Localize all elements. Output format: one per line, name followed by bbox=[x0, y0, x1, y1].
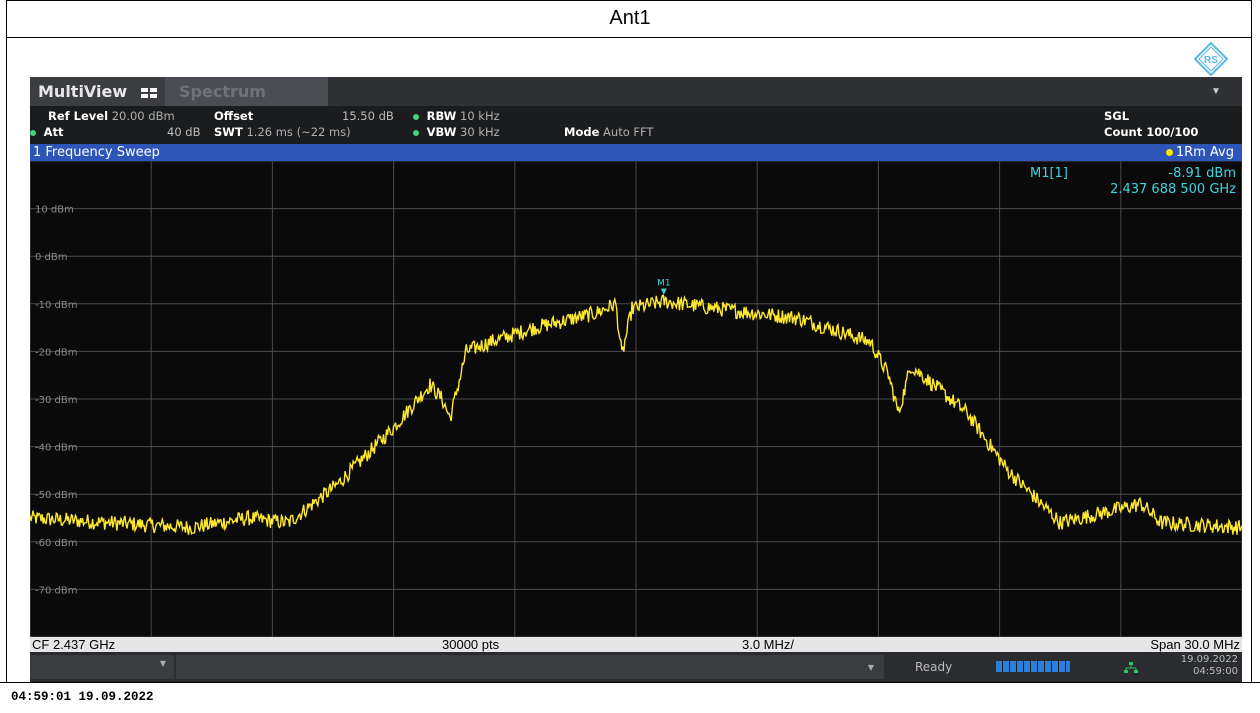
offset-value: 15.50 dB bbox=[342, 109, 394, 123]
frequency-span: Span 30.0 MHz bbox=[1150, 637, 1240, 652]
frequency-per-division: 3.0 MHz/ bbox=[742, 637, 795, 652]
spectrum-analyzer-screen: MultiView Spectrum ▼ Ref Level 20.00 dBm… bbox=[30, 77, 1242, 682]
vbw-label: VBW bbox=[426, 125, 457, 139]
page-header-frame bbox=[6, 0, 1252, 38]
y-tick-label: -70 dBm bbox=[35, 585, 77, 596]
mode-value: Auto FFT bbox=[603, 125, 654, 139]
status-ready: Ready bbox=[915, 660, 953, 674]
vbw-setting[interactable]: VBW 30 kHz bbox=[413, 125, 500, 139]
page-frame-bottom bbox=[0, 682, 1260, 683]
y-tick-label: 10 dBm bbox=[35, 205, 74, 216]
y-tick-label: -10 dBm bbox=[35, 300, 77, 311]
svg-text:RS: RS bbox=[1204, 55, 1218, 66]
dropdown-menu-button[interactable]: ▼ bbox=[1190, 77, 1242, 106]
y-tick-label: -20 dBm bbox=[35, 347, 77, 358]
marker-m1-label: M1 bbox=[657, 279, 671, 289]
trace-1-line bbox=[30, 294, 1242, 535]
status-dropdown-left[interactable]: ▼ bbox=[30, 655, 174, 679]
page-title: Ant1 bbox=[609, 7, 651, 29]
rohde-schwarz-logo-icon: RS bbox=[1194, 42, 1228, 76]
vbw-status-dot-icon bbox=[413, 129, 419, 136]
progress-bar bbox=[996, 661, 1070, 672]
center-frequency: CF 2.437 GHz bbox=[32, 637, 116, 652]
window-title-bar: 1 Frequency Sweep 1Rm Avg bbox=[30, 144, 1242, 161]
marker-m1-icon[interactable] bbox=[660, 288, 667, 295]
ref-level-label: Ref Level bbox=[48, 109, 109, 123]
tab-spectrum[interactable]: Spectrum bbox=[165, 77, 328, 106]
y-tick-label: -30 dBm bbox=[35, 395, 77, 406]
rbw-setting[interactable]: RBW 10 kHz bbox=[413, 109, 500, 123]
window-title: 1 Frequency Sweep bbox=[33, 145, 160, 160]
swt-setting[interactable]: SWT 1.26 ms (~22 ms) bbox=[214, 125, 351, 139]
y-tick-label: -50 dBm bbox=[35, 490, 77, 501]
trace-badge[interactable]: 1Rm Avg bbox=[1165, 144, 1234, 161]
page-timestamp: 04:59:01 19.09.2022 bbox=[11, 690, 154, 704]
offset-label: Offset bbox=[214, 109, 254, 123]
y-tick-label: -60 dBm bbox=[35, 538, 77, 549]
trace-mode-label: 1Rm Avg bbox=[1175, 145, 1234, 160]
marker-readout-label: M1[1] bbox=[1030, 166, 1068, 181]
att-setting[interactable]: Att bbox=[30, 125, 64, 139]
chevron-down-icon: ▼ bbox=[867, 663, 874, 672]
mode-label: Mode bbox=[564, 125, 600, 139]
marker-readout-level: -8.91 dBm bbox=[1168, 166, 1236, 181]
y-tick-label: 0 dBm bbox=[35, 252, 68, 263]
ref-level-setting[interactable]: Ref Level 20.00 dBm bbox=[48, 109, 175, 123]
sweep-mode-sgl: SGL bbox=[1104, 109, 1130, 123]
spectrum-plot[interactable]: 10 dBm 0 dBm -10 dBm -20 dBm -30 dBm -40 dBm -… bbox=[30, 161, 1242, 637]
rbw-label: RBW bbox=[426, 109, 457, 123]
att-status-dot-icon bbox=[30, 129, 36, 136]
trace-color-dot-icon bbox=[1165, 149, 1173, 156]
tab-multiview[interactable]: MultiView bbox=[30, 77, 165, 106]
tab-multiview-label: MultiView bbox=[38, 82, 128, 101]
sweep-points: 30000 pts bbox=[442, 637, 500, 652]
multiview-grid-icon bbox=[140, 87, 157, 98]
settings-panel: Ref Level 20.00 dBm Offset 15.50 dB RBW … bbox=[30, 106, 1242, 144]
network-icon bbox=[1124, 662, 1138, 673]
att-label: Att bbox=[43, 125, 64, 139]
status-dropdown-center[interactable]: ▼ bbox=[176, 655, 884, 679]
chevron-down-icon: ▼ bbox=[159, 659, 166, 668]
rbw-value: 10 kHz bbox=[460, 109, 500, 123]
ref-level-value: 20.00 dBm bbox=[111, 109, 175, 123]
swt-label: SWT bbox=[214, 125, 243, 139]
marker-readout-freq: 2.437 688 500 GHz bbox=[1110, 182, 1236, 197]
sweep-info-bar: CF 2.437 GHz 30000 pts 3.0 MHz/ Span 30.… bbox=[30, 637, 1242, 652]
mode-setting[interactable]: Mode Auto FFT bbox=[564, 125, 653, 139]
swt-value: 1.26 ms (~22 ms) bbox=[246, 125, 351, 139]
status-date: 19.09.2022 bbox=[1180, 654, 1238, 665]
offset-setting[interactable]: Offset bbox=[214, 109, 253, 123]
status-time: 04:59:00 bbox=[1193, 666, 1238, 677]
status-bar: ▼ ▼ Ready 19.09.2022 04:59:00 bbox=[30, 652, 1242, 682]
y-tick-label: -40 dBm bbox=[35, 443, 77, 454]
rbw-status-dot-icon bbox=[413, 113, 419, 120]
vbw-value: 30 kHz bbox=[460, 125, 500, 139]
chevron-down-icon: ▼ bbox=[1211, 86, 1221, 97]
page-frame bbox=[6, 37, 1252, 683]
att-value: 40 dB bbox=[167, 125, 201, 139]
sweep-count: Count 100/100 bbox=[1104, 125, 1199, 139]
